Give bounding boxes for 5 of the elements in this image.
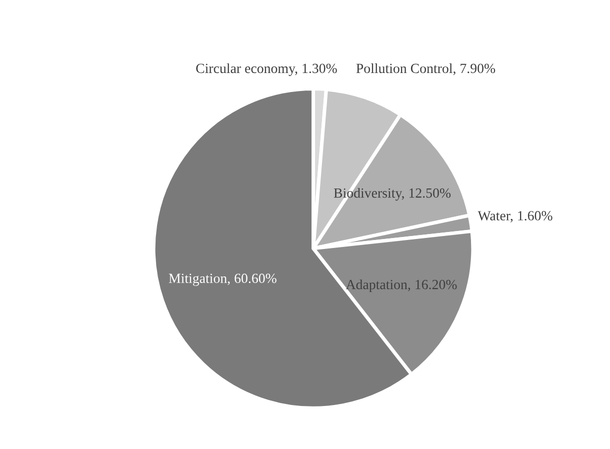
slice-label: Pollution Control, 7.90% bbox=[356, 63, 496, 76]
slice-label: Adaptation, 16.20% bbox=[346, 279, 457, 292]
slice-label: Water, 1.60% bbox=[478, 211, 552, 222]
slice-label: Circular economy, 1.30% bbox=[196, 63, 337, 76]
slice-label: Mitigation, 60.60% bbox=[168, 274, 276, 286]
